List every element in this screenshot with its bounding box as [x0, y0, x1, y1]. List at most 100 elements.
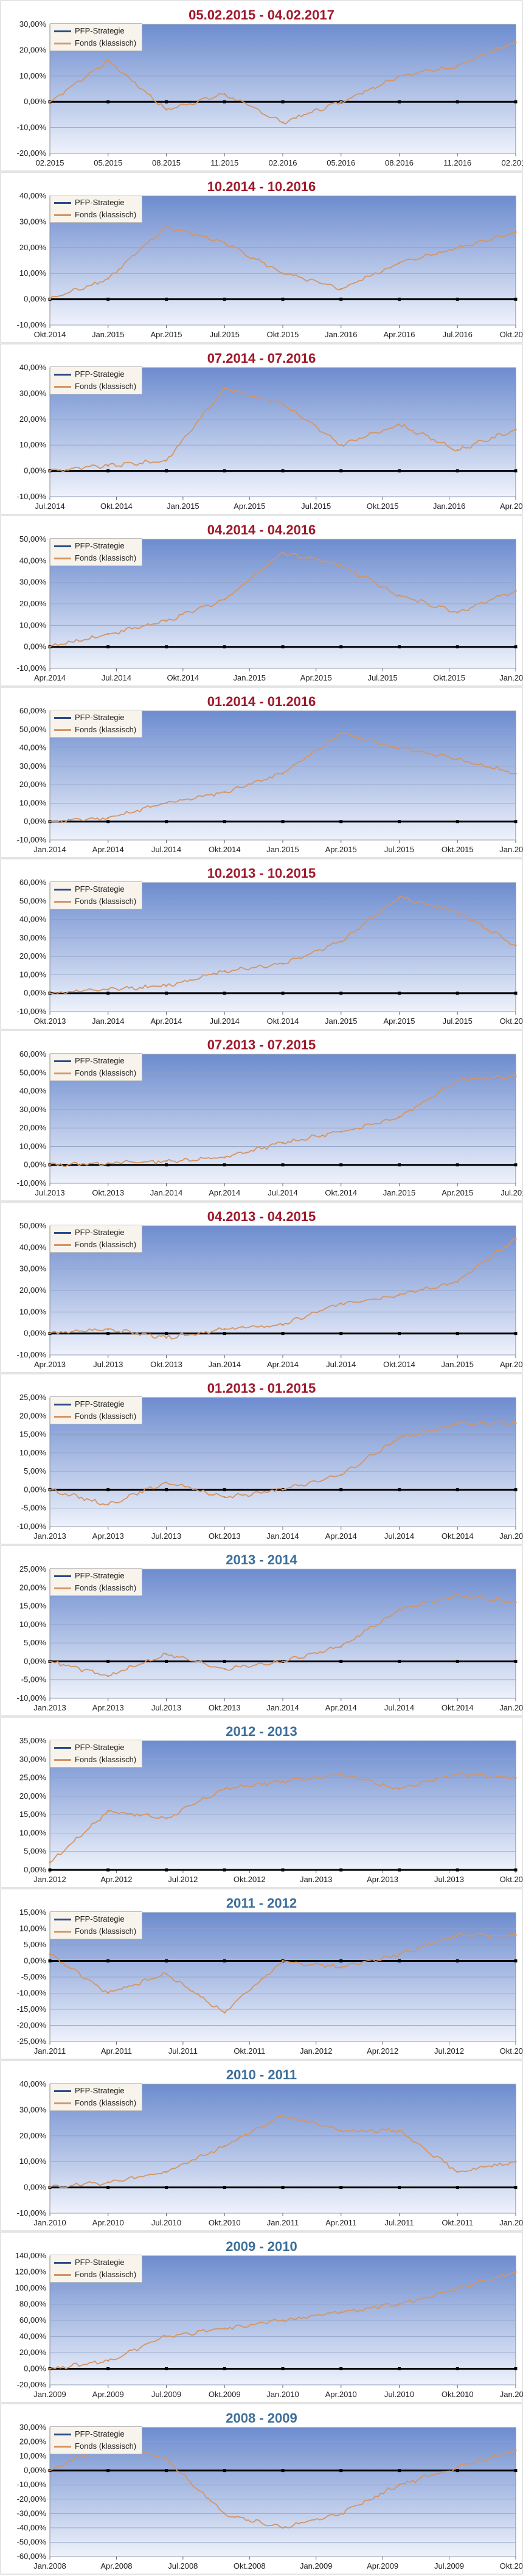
series-point-fonds	[49, 2186, 51, 2189]
series-point-pfp	[455, 820, 459, 824]
y-tick-label: -10,00%	[17, 835, 47, 844]
x-tick-label: Jul.2009	[151, 2390, 181, 2399]
series-point-fonds	[340, 444, 342, 446]
series-point-fonds	[282, 121, 284, 124]
y-tick-label: 50,00%	[19, 1221, 47, 1230]
y-tick-label: 120,00%	[15, 2267, 47, 2277]
chart-legend: PFP-Strategie Fonds (klassisch)	[50, 1396, 142, 1424]
series-point-fonds	[282, 962, 284, 965]
series-point-fonds	[456, 65, 459, 67]
x-tick-label: Jul.2015	[500, 1188, 523, 1197]
x-tick-label: Jul.2009	[434, 2561, 464, 2571]
series-point-fonds	[107, 464, 109, 467]
x-tick-label: Apr.2012	[367, 2046, 398, 2056]
series-point-fonds	[282, 1959, 284, 1962]
x-tick-label: Apr.2015	[325, 845, 357, 854]
series-point-pfp	[398, 992, 401, 995]
legend-swatch	[54, 43, 71, 44]
x-tick-label: 05.2015	[94, 158, 122, 167]
y-tick-label: 15,00%	[19, 1908, 47, 1917]
series-point-fonds	[165, 1337, 168, 1339]
x-tick-label: Apr.2011	[325, 2218, 356, 2227]
x-tick-label: Okt.2014	[442, 1703, 474, 1712]
chart-frame	[0, 687, 523, 858]
series-point-pfp	[398, 820, 401, 824]
series-point-fonds	[340, 732, 342, 734]
series-point-fonds	[107, 1328, 109, 1331]
x-tick-label: Apr.2009	[367, 2561, 398, 2571]
chart-legend: PFP-Strategie Fonds (klassisch)	[50, 881, 142, 909]
series-point-pfp	[339, 298, 343, 301]
legend-label: PFP-Strategie	[75, 1571, 125, 1580]
x-tick-label: Jan.2015	[442, 1360, 474, 1369]
series-point-fonds	[514, 1601, 517, 1604]
series-point-fonds	[456, 1934, 459, 1936]
series-point-pfp	[223, 298, 226, 301]
x-tick-label: 11.2016	[443, 158, 471, 167]
y-tick-label: 30,00%	[19, 1105, 47, 1114]
series-point-pfp	[281, 1332, 285, 1335]
series-point-fonds	[49, 1332, 51, 1335]
series-point-fonds	[165, 1481, 168, 1483]
legend-label: PFP-Strategie	[75, 541, 125, 550]
chart-frame	[0, 515, 523, 687]
series-point-fonds	[223, 1157, 226, 1159]
series-point-pfp	[339, 992, 343, 995]
y-tick-label: -20,00%	[17, 2494, 47, 2504]
x-tick-label: Okt.2015	[367, 502, 399, 511]
series-point-fonds	[223, 791, 226, 793]
x-tick-label: Jan.2014	[266, 1531, 299, 1541]
legend-swatch	[54, 374, 71, 376]
series-point-fonds	[340, 288, 342, 290]
y-tick-label: 30,00%	[19, 19, 47, 29]
series-point-pfp	[339, 645, 343, 649]
series-point-fonds	[49, 821, 51, 823]
y-tick-label: 20,00%	[19, 243, 47, 252]
y-tick-label: 50,00%	[19, 534, 47, 544]
series-point-fonds	[456, 758, 459, 760]
x-tick-label: Okt.2013	[150, 1360, 182, 1369]
series-point-fonds	[340, 1773, 342, 1776]
series-point-fonds	[340, 2311, 342, 2314]
y-tick-label: 0,00%	[24, 642, 46, 651]
legend-swatch	[54, 717, 71, 719]
y-tick-label: -10,00%	[17, 320, 47, 329]
chart-frame	[0, 2403, 523, 2575]
x-tick-label: Jan.2015	[325, 1017, 358, 1026]
x-tick-label: Okt.2014	[267, 1017, 299, 1026]
series-point-fonds	[107, 1503, 109, 1506]
series-point-fonds	[398, 423, 401, 425]
x-tick-label: Jul.2016	[443, 330, 473, 339]
series-point-fonds	[223, 1788, 226, 1790]
legend-label: Fonds (klassisch)	[75, 553, 137, 562]
y-tick-label: -5,00%	[21, 1675, 47, 1684]
series-point-fonds	[282, 402, 284, 405]
x-tick-label: Jan.2012	[300, 2046, 333, 2056]
series-point-pfp	[281, 645, 285, 649]
series-point-pfp	[339, 1868, 343, 1872]
y-tick-label: 10,00%	[19, 970, 47, 979]
y-tick-label: 40,00%	[19, 1242, 47, 1251]
chart-frame	[0, 1545, 523, 1717]
y-tick-label: 10,00%	[19, 1620, 47, 1629]
series-point-pfp	[455, 1488, 459, 1491]
series-point-fonds	[223, 1328, 226, 1331]
legend-swatch	[54, 1404, 71, 1405]
x-tick-label: Jan.2014	[150, 1188, 183, 1197]
series-point-pfp	[514, 1959, 518, 1962]
legend-label: Fonds (klassisch)	[75, 38, 137, 47]
y-tick-label: 50,00%	[19, 1068, 47, 1077]
x-tick-label: Okt.2015	[433, 673, 465, 682]
x-tick-label: Jul.2008	[168, 2561, 198, 2571]
y-tick-label: 20,00%	[19, 1791, 47, 1801]
legend-swatch	[54, 558, 71, 559]
y-tick-label: 20,00%	[19, 599, 47, 608]
y-tick-label: 20,00%	[19, 45, 47, 54]
series-point-pfp	[48, 1868, 52, 1872]
legend-swatch	[54, 2434, 71, 2435]
chart-panel: -10,00% 0,00% 10,00% 20,00% 30,00% 40,00% 50,0…	[0, 858, 523, 1030]
y-tick-label: 10,00%	[19, 440, 47, 449]
series-point-fonds	[49, 2469, 51, 2472]
x-tick-label: Jan.2015	[499, 1703, 523, 1712]
x-tick-label: Okt.2014	[34, 330, 66, 339]
